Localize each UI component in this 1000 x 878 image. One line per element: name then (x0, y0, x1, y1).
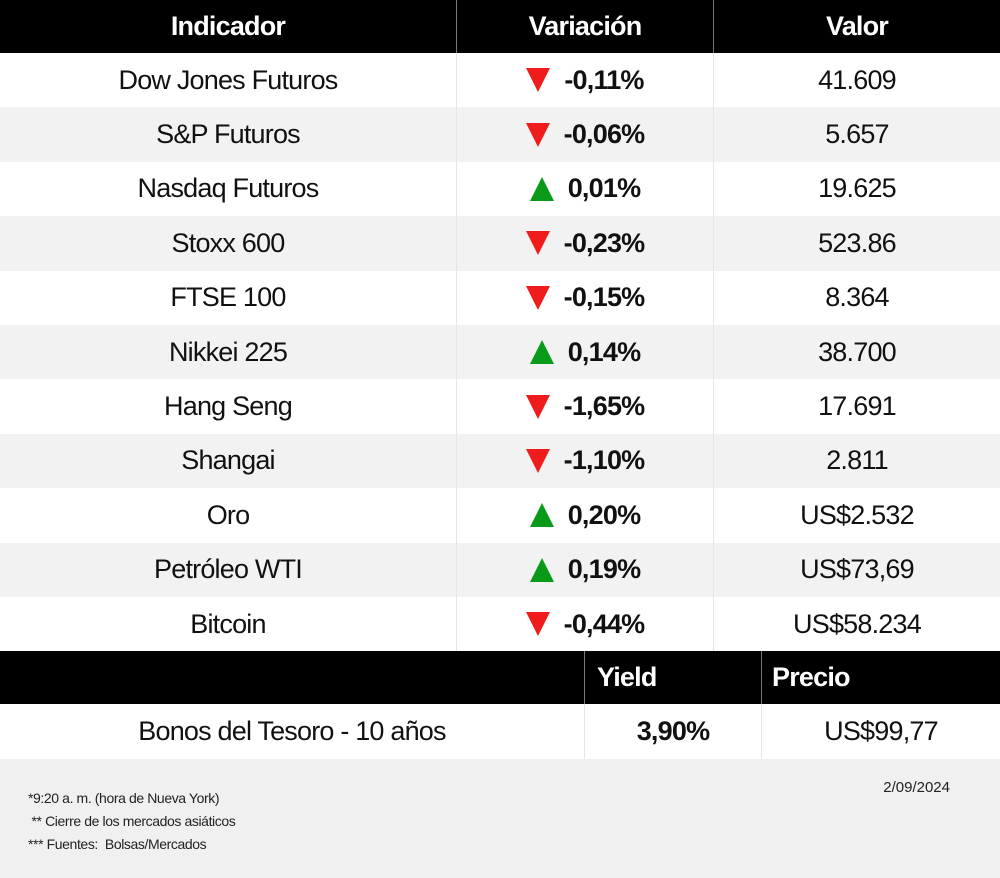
triangle-down-icon (525, 231, 550, 256)
triangle-down-icon (525, 394, 550, 419)
indicator-name: Petróleo WTI (0, 542, 457, 597)
indicator-name: Bitcoin (0, 596, 457, 652)
header-price: Precio (772, 662, 851, 693)
variation-value: -0,15% (563, 282, 646, 313)
date: 2/09/2024 (883, 779, 950, 797)
table-row: FTSE 100 -0,15% 8.364 (0, 270, 1000, 325)
triangle-down-icon (525, 612, 550, 637)
table-row: Stoxx 600 -0,23% 523.86 (0, 216, 1000, 271)
variation: -1,10% (525, 445, 646, 476)
indicator-value: 17.691 (818, 391, 897, 422)
indicator-name: Nasdaq Futuros (0, 161, 457, 217)
variation: -1,65% (525, 391, 646, 422)
variation: -0,23% (525, 227, 646, 259)
variation: -0,15% (525, 282, 646, 313)
triangle-down-icon (525, 122, 550, 147)
variation: 0,01% (529, 173, 641, 204)
triangle-up-icon (529, 176, 554, 201)
bond-yield: 3,90% (585, 704, 762, 760)
footnotes: *9:20 a. m. (hora de Nueva York) ** Cier… (28, 787, 236, 856)
variation-value: -1,10% (563, 445, 646, 476)
variation: -0,11% (526, 64, 644, 96)
table-row: Shangai -1,10% 2.811 (0, 433, 1000, 489)
variation-value: 0,14% (567, 336, 641, 367)
variation-value: -0,44% (563, 608, 646, 639)
indicator-name: Hang Seng (0, 379, 457, 434)
indicator-value: 41.609 (818, 64, 897, 95)
variation-value: -0,11% (564, 64, 644, 95)
indicator-value: 19.625 (818, 173, 897, 204)
indicator-value: US$73,69 (800, 554, 915, 585)
footnote-asian-close: ** Cierre de los mercados asiáticos (28, 813, 236, 830)
indicator-name: FTSE 100 (0, 270, 457, 325)
table-row: Petróleo WTI 0,19% US$73,69 (0, 542, 1000, 597)
variation-value: 0,20% (567, 499, 641, 530)
header-indicator: Indicador (0, 0, 457, 53)
table-row: Hang Seng -1,65% 17.691 (0, 379, 1000, 434)
indicator-value: 38.700 (818, 336, 897, 367)
markets-table: Indicador Variación Valor Dow Jones Futu… (0, 0, 1000, 652)
indicator-name: Oro (0, 488, 457, 543)
table-row: Nasdaq Futuros 0,01% 19.625 (0, 161, 1000, 217)
indicator-name: Shangai (0, 433, 457, 489)
bond-row: Bonos del Tesoro - 10 años 3,90% US$99,7… (0, 704, 1000, 760)
header-value: Valor (825, 11, 889, 41)
indicator-name: Nikkei 225 (0, 324, 457, 380)
triangle-up-icon (529, 340, 554, 365)
footnote-sources: *** Fuentes: Bolsas/Mercados (28, 836, 207, 853)
variation: -0,06% (525, 119, 646, 150)
table-row: Bitcoin -0,44% US$58.234 (0, 596, 1000, 652)
table-header: Indicador Variación Valor (0, 0, 1000, 53)
triangle-up-icon (529, 503, 554, 528)
header-variation: Variación (457, 0, 714, 53)
indicator-name: Stoxx 600 (0, 216, 457, 271)
indicator-name: Dow Jones Futuros (0, 53, 457, 108)
indicator-value: 2.811 (826, 445, 888, 476)
footer: *9:20 a. m. (hora de Nueva York) ** Cier… (0, 759, 1000, 877)
indicator-value: 8.364 (825, 282, 889, 313)
variation: 0,19% (529, 554, 641, 585)
indicator-value: US$2.532 (800, 499, 915, 530)
triangle-up-icon (529, 557, 554, 582)
table-row: S&P Futuros -0,06% 5.657 (0, 107, 1000, 162)
footnote-time: *9:20 a. m. (hora de Nueva York) (28, 790, 220, 807)
variation-value: -1,65% (563, 391, 646, 422)
bond-price: US$99,77 (824, 716, 939, 747)
variation-value: 0,19% (567, 554, 641, 585)
indicator-name: S&P Futuros (0, 107, 457, 162)
variation: 0,20% (529, 499, 641, 531)
table-row: Dow Jones Futuros -0,11% 41.609 (0, 53, 1000, 108)
variation-value: 0,01% (567, 173, 641, 204)
indicator-value: 5.657 (825, 119, 889, 150)
triangle-down-icon (525, 285, 550, 310)
variation-value: -0,06% (563, 119, 646, 150)
variation: -0,44% (525, 608, 646, 640)
indicator-value: US$58.234 (793, 608, 922, 639)
indicator-value: 523.86 (818, 227, 897, 258)
bond-header: Yield Precio (0, 651, 1000, 705)
table-row: Oro 0,20% US$2.532 (0, 488, 1000, 543)
triangle-down-icon (526, 68, 551, 93)
variation: 0,14% (529, 336, 641, 368)
variation-value: -0,23% (563, 227, 646, 258)
triangle-down-icon (525, 448, 550, 473)
bond-name: Bonos del Tesoro - 10 años (0, 704, 585, 760)
table-row: Nikkei 225 0,14% 38.700 (0, 324, 1000, 380)
header-yield: Yield (585, 651, 762, 705)
